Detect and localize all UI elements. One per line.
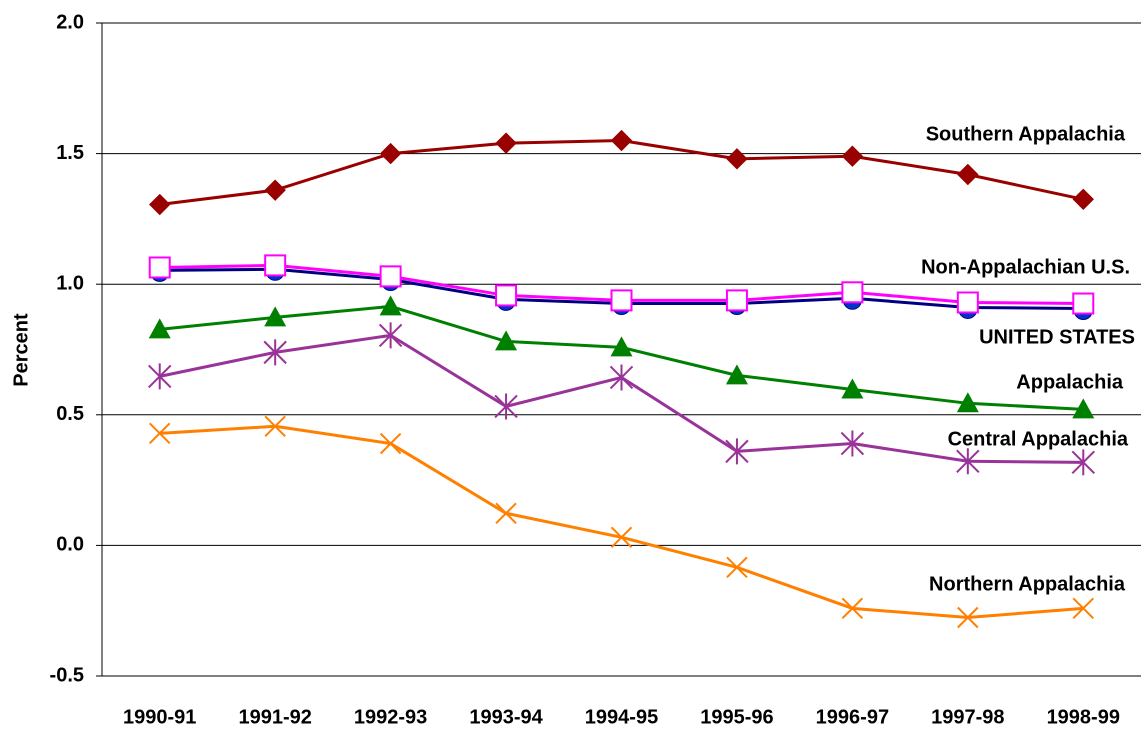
- marker: [379, 432, 402, 455]
- y-tick-label: 1.0: [56, 272, 84, 294]
- marker: [495, 284, 518, 307]
- x-tick-label: 1994-95: [585, 706, 658, 728]
- marker: [726, 148, 748, 170]
- marker: [841, 597, 864, 620]
- series-label: Central Appalachia: [948, 428, 1129, 450]
- marker: [1071, 449, 1095, 476]
- x-tick-label: 1998-99: [1047, 706, 1120, 728]
- series-label: Northern Appalachia: [929, 573, 1126, 595]
- series-label: Non-Appalachian U.S.: [921, 256, 1130, 278]
- marker: [378, 322, 403, 349]
- y-tick-label: 2.0: [56, 11, 84, 33]
- marker: [1072, 292, 1095, 315]
- series-label: Appalachia: [1016, 371, 1124, 393]
- marker: [956, 448, 980, 475]
- series-label: UNITED STATES: [979, 326, 1135, 348]
- marker: [379, 142, 402, 165]
- marker: [610, 129, 633, 152]
- marker: [725, 289, 748, 312]
- x-tick-label: 1997-98: [931, 706, 1004, 728]
- marker: [264, 415, 286, 438]
- marker: [495, 132, 517, 154]
- marker: [495, 502, 517, 524]
- marker: [495, 330, 518, 351]
- marker: [264, 179, 286, 201]
- x-tick-label: 1996-97: [816, 706, 889, 728]
- marker: [149, 422, 171, 445]
- series-line: [159, 304, 1084, 411]
- marker: [841, 145, 864, 167]
- series-label: Southern Appalachia: [926, 123, 1126, 145]
- marker: [264, 254, 287, 277]
- marker: [263, 339, 287, 366]
- marker: [379, 265, 402, 288]
- marker: [841, 281, 864, 304]
- y-tick-label: 0.0: [56, 534, 84, 556]
- marker: [956, 291, 979, 314]
- marker: [726, 556, 748, 579]
- marker: [379, 295, 402, 316]
- y-tick-label: -0.5: [50, 664, 84, 686]
- marker: [609, 364, 634, 391]
- y-tick-label: 1.5: [56, 142, 84, 164]
- marker: [841, 378, 864, 399]
- x-tick-label: 1992-93: [354, 706, 427, 728]
- marker: [957, 163, 979, 186]
- marker: [957, 606, 979, 629]
- y-axis-label: Percent: [10, 313, 32, 387]
- marker: [840, 430, 865, 457]
- marker: [148, 256, 171, 279]
- marker: [494, 393, 518, 420]
- marker: [956, 392, 979, 413]
- marker: [725, 364, 748, 385]
- marker: [1072, 398, 1095, 419]
- marker: [149, 193, 171, 216]
- marker: [148, 363, 172, 390]
- marker: [1072, 188, 1094, 211]
- marker: [1072, 597, 1094, 620]
- x-tick-label: 1990-91: [123, 706, 196, 728]
- marker: [610, 526, 633, 549]
- marker: [610, 289, 633, 312]
- y-tick-label: 0.5: [56, 403, 84, 425]
- marker: [264, 306, 287, 327]
- x-tick-label: 1993-94: [469, 706, 543, 728]
- marker: [610, 336, 633, 357]
- marker: [725, 438, 749, 465]
- x-tick-label: 1995-96: [700, 706, 773, 728]
- marker: [148, 318, 171, 339]
- x-tick-label: 1991-92: [238, 706, 311, 728]
